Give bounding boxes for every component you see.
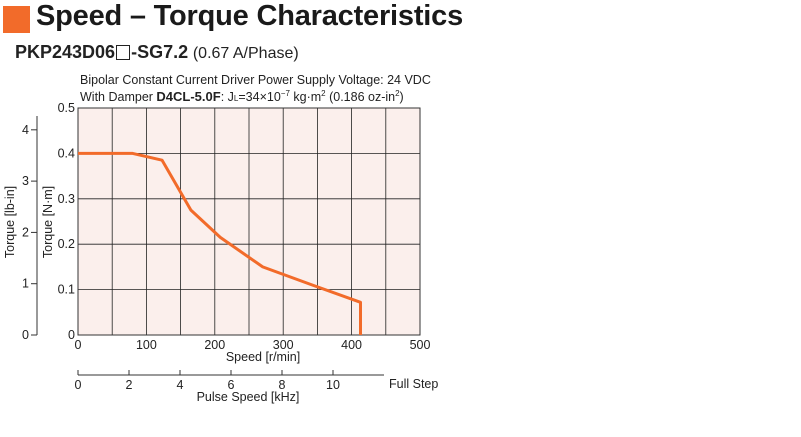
model-prefix: PKP243D06 — [15, 42, 116, 62]
y2-tick-label: 1 — [22, 277, 29, 291]
y-tick-label: 0.5 — [58, 101, 75, 115]
y2-tick-label: 4 — [22, 123, 29, 137]
x-axis-label: Speed [r/min] — [226, 350, 300, 364]
x-tick-label: 100 — [136, 338, 157, 352]
model-placeholder-box — [116, 45, 131, 60]
title-accent-square-icon — [3, 6, 30, 33]
axes: 0 100 200 300 400 500 0 0.1 0.2 0.3 0.4 0.5 0 1 2 3 4 0 2 4… — [22, 101, 430, 392]
x-tick-label: 0 — [75, 338, 82, 352]
y-axis-label: Torque [N·m] — [41, 186, 55, 258]
y-tick-label: 0.1 — [58, 283, 75, 297]
inertia-unit-exponent: 2 — [321, 89, 326, 98]
model-designation: PKP243D06 -SG7.2 (0.67 A/Phase) — [15, 42, 299, 63]
x2-tick-label: 2 — [126, 378, 133, 392]
damper-prefix: With Damper — [80, 90, 157, 105]
x2-axis-suffix: Full Step — [389, 377, 438, 391]
y-tick-label: 0.3 — [58, 192, 75, 206]
x2-tick-label: 8 — [279, 378, 286, 392]
inertia-oz-exponent: 2 — [395, 89, 400, 98]
inertia-exponent: −7 — [280, 89, 290, 98]
x-tick-label: 200 — [204, 338, 225, 352]
y2-tick-label: 2 — [22, 225, 29, 239]
x2-tick-label: 10 — [326, 378, 340, 392]
inertia-close: ) — [399, 90, 404, 105]
inertia-symbol: J — [227, 90, 234, 105]
inertia-value: =34×10 — [238, 90, 281, 105]
x2-axis-label: Pulse Speed [kHz] — [197, 390, 300, 404]
series-line-torque — [78, 151, 362, 335]
x2-tick-label: 4 — [177, 378, 184, 392]
x2-tick-label: 0 — [75, 378, 82, 392]
x-tick-label: 500 — [410, 338, 431, 352]
inertia-oz: (0.186 oz-in — [325, 90, 396, 105]
y-tick-label: 0 — [68, 328, 75, 342]
y-tick-label: 0.4 — [58, 146, 75, 160]
damper-conditions: With Damper D4CL-5.0F: JL=34×10−7 kg·m2 … — [80, 89, 404, 105]
page-title: Speed – Torque Characteristics — [36, 0, 464, 32]
inertia-subscript: L — [233, 94, 239, 104]
x-tick-label: 300 — [273, 338, 294, 352]
damper-model: D4CL-5.0F — [156, 89, 221, 105]
plot-frame — [77, 107, 421, 336]
model-suffix: -SG7.2 — [131, 42, 189, 62]
inertia-unit: kg·m — [289, 90, 322, 105]
driver-conditions: Bipolar Constant Current Driver Power Su… — [80, 73, 431, 87]
model-current: (0.67 A/Phase) — [192, 45, 299, 62]
y2-tick-label: 0 — [22, 328, 29, 342]
y-tick-label: 0.2 — [58, 237, 75, 251]
x-tick-label: 400 — [341, 338, 362, 352]
y2-axis-label: Torque [lb-in] — [3, 186, 17, 258]
x2-tick-label: 6 — [228, 378, 235, 392]
y2-tick-label: 3 — [22, 174, 29, 188]
